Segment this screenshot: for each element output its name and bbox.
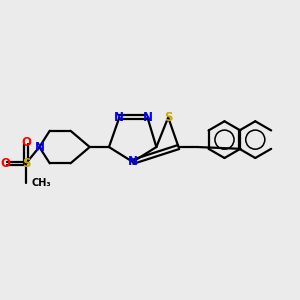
Text: N: N [128, 155, 138, 168]
Text: O: O [21, 136, 31, 149]
Text: CH₃: CH₃ [32, 178, 51, 188]
Text: S: S [164, 111, 172, 124]
Text: N: N [114, 111, 124, 124]
Text: O: O [0, 157, 10, 170]
Text: N: N [34, 140, 44, 154]
Text: N: N [142, 111, 152, 124]
Text: S: S [22, 157, 30, 170]
